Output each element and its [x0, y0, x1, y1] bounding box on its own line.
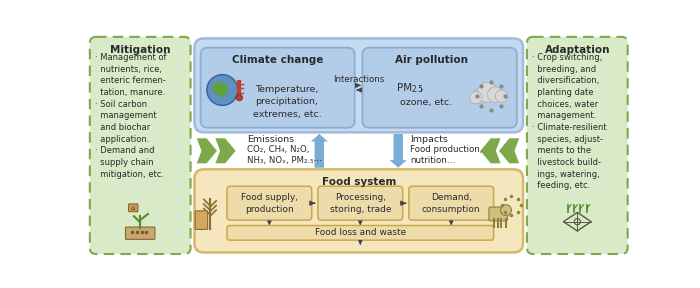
Polygon shape [390, 134, 407, 168]
Polygon shape [215, 138, 237, 164]
Polygon shape [215, 81, 228, 98]
FancyBboxPatch shape [227, 186, 312, 220]
FancyBboxPatch shape [489, 207, 508, 221]
Circle shape [500, 205, 512, 215]
Circle shape [237, 95, 242, 101]
Text: ozone, etc.: ozone, etc. [400, 98, 452, 107]
FancyBboxPatch shape [195, 169, 523, 253]
Polygon shape [211, 84, 219, 92]
FancyBboxPatch shape [227, 226, 494, 240]
Polygon shape [480, 138, 501, 164]
FancyBboxPatch shape [201, 48, 355, 128]
Circle shape [207, 75, 238, 105]
Circle shape [470, 92, 482, 104]
Text: Climate change: Climate change [232, 55, 323, 65]
Text: PM: PM [398, 83, 412, 93]
FancyBboxPatch shape [409, 186, 493, 220]
FancyBboxPatch shape [195, 38, 523, 132]
Circle shape [477, 82, 498, 102]
FancyBboxPatch shape [129, 204, 138, 212]
Text: ⌂: ⌂ [131, 205, 136, 211]
Text: CO₂, CH₄, N₂O,
NH₃, NOₓ, PM₂.₅⋯: CO₂, CH₄, N₂O, NH₃, NOₓ, PM₂.₅⋯ [247, 145, 322, 165]
FancyBboxPatch shape [363, 48, 517, 128]
Text: · Management of
  nutrients, rice,
  enteric fermen-
  tation, manure.
· Soil ca: · Management of nutrients, rice, enteric… [95, 53, 167, 179]
Circle shape [473, 88, 489, 103]
Text: ,: , [419, 83, 422, 93]
Text: · Crop switching,
  breeding, and
  diversification,
  planting date
  choices, : · Crop switching, breeding, and diversif… [533, 53, 607, 190]
Text: Air pollution: Air pollution [395, 55, 468, 65]
Text: Food production,
nutrition…: Food production, nutrition… [410, 145, 482, 165]
Polygon shape [311, 134, 328, 168]
Circle shape [495, 90, 508, 102]
FancyBboxPatch shape [90, 37, 190, 254]
Text: Temperature,
precipitation,
extremes, etc.: Temperature, precipitation, extremes, et… [253, 85, 321, 119]
Text: 2.5: 2.5 [411, 86, 424, 94]
FancyBboxPatch shape [527, 37, 628, 254]
Circle shape [487, 87, 503, 102]
Text: Impacts: Impacts [410, 135, 448, 144]
Text: Processing,
storing, trade: Processing, storing, trade [330, 193, 391, 213]
Text: Emissions: Emissions [247, 135, 294, 144]
FancyBboxPatch shape [125, 227, 155, 239]
Text: Food supply,
production: Food supply, production [241, 193, 298, 213]
Polygon shape [498, 138, 520, 164]
Polygon shape [196, 138, 218, 164]
FancyBboxPatch shape [195, 211, 208, 229]
Text: Food system: Food system [321, 177, 396, 187]
Text: Adaptation: Adaptation [545, 45, 610, 54]
Text: Food loss and waste: Food loss and waste [315, 228, 406, 237]
Text: Mitigation: Mitigation [110, 45, 171, 54]
Text: Interactions: Interactions [333, 75, 384, 84]
Text: Demand,
consumption: Demand, consumption [422, 193, 480, 213]
FancyBboxPatch shape [318, 186, 402, 220]
